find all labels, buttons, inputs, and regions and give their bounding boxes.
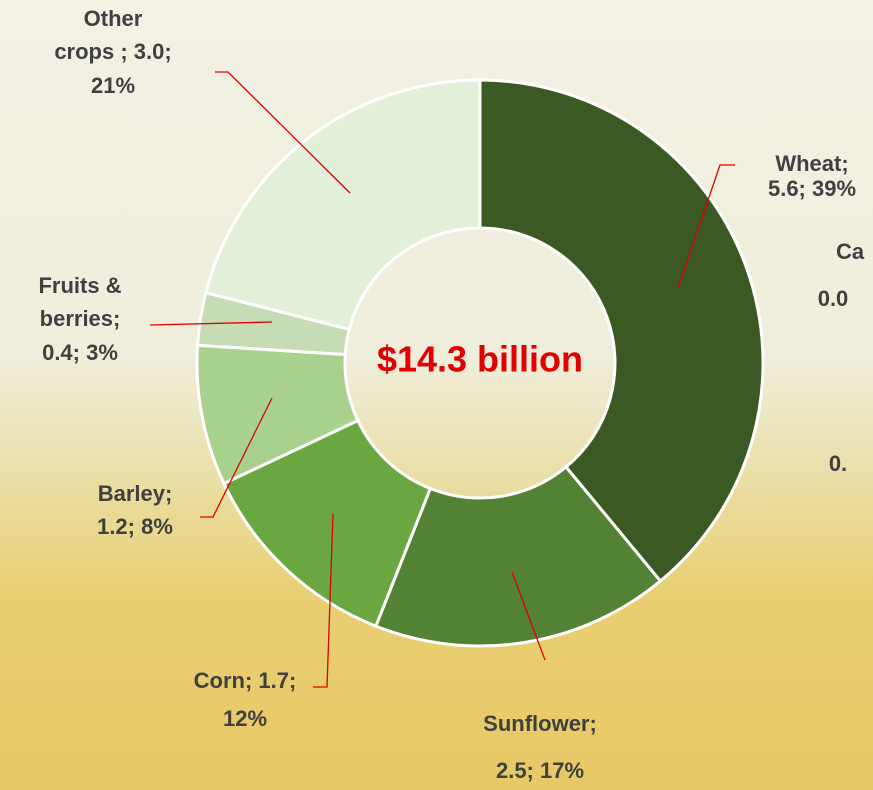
data-label: 5.6; 39%	[768, 176, 856, 201]
cropped-label: Ca	[836, 239, 865, 264]
chart: $14.3 billion Wheat;5.6; 39% Sunflower; 2.…	[0, 0, 873, 790]
center-label: $14.3 billion	[377, 339, 583, 380]
data-label: crops ; 3.0;	[54, 39, 171, 64]
data-label: Sunflower;	[483, 711, 597, 736]
data-label: berries;	[40, 306, 121, 331]
cropped-label: 0.0	[818, 286, 849, 311]
data-label: Other	[84, 6, 143, 31]
data-label: Fruits &	[38, 273, 121, 298]
cropped-label: 0.	[829, 451, 847, 476]
data-label: Barley;	[98, 481, 173, 506]
data-label: 2.5; 17%	[496, 758, 584, 783]
data-label: 0.4; 3%	[42, 340, 118, 365]
donut-segment	[206, 80, 480, 329]
data-label: 12%	[223, 706, 267, 731]
data-label: Wheat;	[775, 151, 848, 176]
data-label: 1.2; 8%	[97, 514, 173, 539]
page: $14.3 billion Wheat;5.6; 39% Sunflower; 2.…	[0, 0, 873, 790]
data-label: 21%	[91, 73, 135, 98]
data-label: Corn; 1.7;	[194, 668, 297, 693]
